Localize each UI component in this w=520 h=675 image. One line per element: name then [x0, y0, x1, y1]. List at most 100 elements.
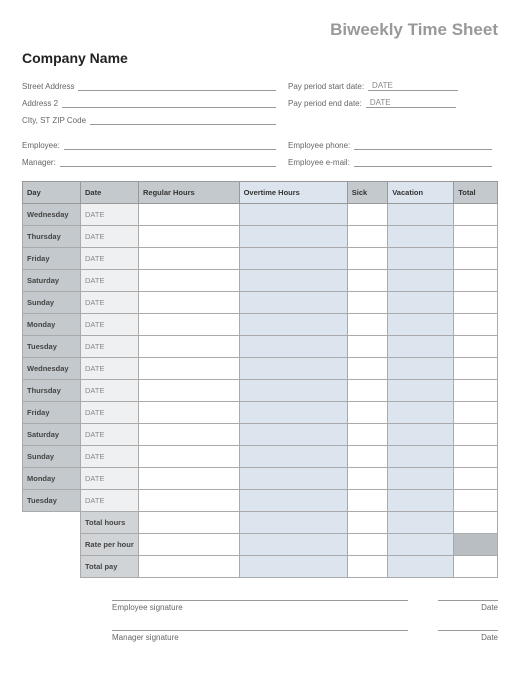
date-cell[interactable]: DATE — [81, 336, 139, 358]
overtime-cell[interactable] — [239, 248, 347, 270]
sick-cell[interactable] — [347, 248, 387, 270]
phone-line[interactable] — [354, 149, 492, 150]
regular-cell[interactable] — [139, 468, 240, 490]
period-end-value[interactable]: DATE — [366, 98, 456, 108]
overtime-cell[interactable] — [239, 204, 347, 226]
day-cell: Monday — [23, 314, 81, 336]
overtime-cell[interactable] — [239, 424, 347, 446]
regular-cell[interactable] — [139, 204, 240, 226]
vacation-cell[interactable] — [388, 358, 454, 380]
sick-cell[interactable] — [347, 380, 387, 402]
manager-signature-date-label: Date — [438, 630, 498, 642]
day-cell: Thursday — [23, 226, 81, 248]
total-cell — [454, 270, 498, 292]
street-address-line[interactable] — [78, 90, 276, 91]
overtime-cell[interactable] — [239, 402, 347, 424]
regular-cell[interactable] — [139, 490, 240, 512]
vacation-cell[interactable] — [388, 380, 454, 402]
date-cell[interactable]: DATE — [81, 204, 139, 226]
period-start-value[interactable]: DATE — [368, 81, 458, 91]
date-cell[interactable]: DATE — [81, 226, 139, 248]
vacation-cell[interactable] — [388, 204, 454, 226]
summary-row: Rate per hour — [23, 534, 498, 556]
sick-cell[interactable] — [347, 204, 387, 226]
vacation-cell[interactable] — [388, 490, 454, 512]
sick-cell[interactable] — [347, 226, 387, 248]
table-row: MondayDATE — [23, 314, 498, 336]
sick-cell[interactable] — [347, 292, 387, 314]
vacation-cell[interactable] — [388, 226, 454, 248]
overtime-cell[interactable] — [239, 292, 347, 314]
overtime-cell[interactable] — [239, 468, 347, 490]
regular-cell[interactable] — [139, 336, 240, 358]
date-cell[interactable]: DATE — [81, 468, 139, 490]
regular-cell[interactable] — [139, 358, 240, 380]
vacation-cell[interactable] — [388, 446, 454, 468]
day-cell: Friday — [23, 402, 81, 424]
street-address-row: Street Address — [22, 80, 282, 91]
vacation-cell[interactable] — [388, 248, 454, 270]
date-cell[interactable]: DATE — [81, 490, 139, 512]
vacation-cell[interactable] — [388, 402, 454, 424]
table-row: MondayDATE — [23, 468, 498, 490]
day-cell: Sunday — [23, 446, 81, 468]
day-cell: Monday — [23, 468, 81, 490]
sick-cell[interactable] — [347, 270, 387, 292]
email-line[interactable] — [354, 166, 492, 167]
date-cell[interactable]: DATE — [81, 248, 139, 270]
day-cell: Saturday — [23, 424, 81, 446]
manager-row: Manager: — [22, 156, 282, 167]
regular-cell[interactable] — [139, 248, 240, 270]
sick-cell[interactable] — [347, 490, 387, 512]
overtime-cell[interactable] — [239, 226, 347, 248]
vacation-cell[interactable] — [388, 424, 454, 446]
date-cell[interactable]: DATE — [81, 424, 139, 446]
summary-vacation — [388, 534, 454, 556]
sick-cell[interactable] — [347, 336, 387, 358]
overtime-cell[interactable] — [239, 380, 347, 402]
regular-cell[interactable] — [139, 424, 240, 446]
employee-row: Employee: — [22, 139, 282, 150]
employee-line[interactable] — [64, 149, 276, 150]
manager-line[interactable] — [60, 166, 276, 167]
date-cell[interactable]: DATE — [81, 380, 139, 402]
vacation-cell[interactable] — [388, 292, 454, 314]
overtime-cell[interactable] — [239, 270, 347, 292]
city-line[interactable] — [90, 124, 276, 125]
regular-cell[interactable] — [139, 380, 240, 402]
sick-cell[interactable] — [347, 358, 387, 380]
address2-line[interactable] — [62, 107, 276, 108]
day-cell: Tuesday — [23, 490, 81, 512]
vacation-cell[interactable] — [388, 468, 454, 490]
sick-cell[interactable] — [347, 424, 387, 446]
email-row: Employee e-mail: — [288, 156, 498, 167]
overtime-cell[interactable] — [239, 336, 347, 358]
overtime-cell[interactable] — [239, 490, 347, 512]
regular-cell[interactable] — [139, 226, 240, 248]
date-cell[interactable]: DATE — [81, 314, 139, 336]
vacation-cell[interactable] — [388, 270, 454, 292]
date-cell[interactable]: DATE — [81, 270, 139, 292]
summary-vacation — [388, 556, 454, 578]
regular-cell[interactable] — [139, 402, 240, 424]
date-cell[interactable]: DATE — [81, 292, 139, 314]
total-cell — [454, 226, 498, 248]
sick-cell[interactable] — [347, 314, 387, 336]
day-cell: Saturday — [23, 270, 81, 292]
regular-cell[interactable] — [139, 292, 240, 314]
overtime-cell[interactable] — [239, 358, 347, 380]
regular-cell[interactable] — [139, 314, 240, 336]
overtime-cell[interactable] — [239, 446, 347, 468]
vacation-cell[interactable] — [388, 314, 454, 336]
total-cell — [454, 204, 498, 226]
regular-cell[interactable] — [139, 270, 240, 292]
date-cell[interactable]: DATE — [81, 402, 139, 424]
sick-cell[interactable] — [347, 402, 387, 424]
date-cell[interactable]: DATE — [81, 446, 139, 468]
sick-cell[interactable] — [347, 446, 387, 468]
sick-cell[interactable] — [347, 468, 387, 490]
vacation-cell[interactable] — [388, 336, 454, 358]
regular-cell[interactable] — [139, 446, 240, 468]
date-cell[interactable]: DATE — [81, 358, 139, 380]
overtime-cell[interactable] — [239, 314, 347, 336]
